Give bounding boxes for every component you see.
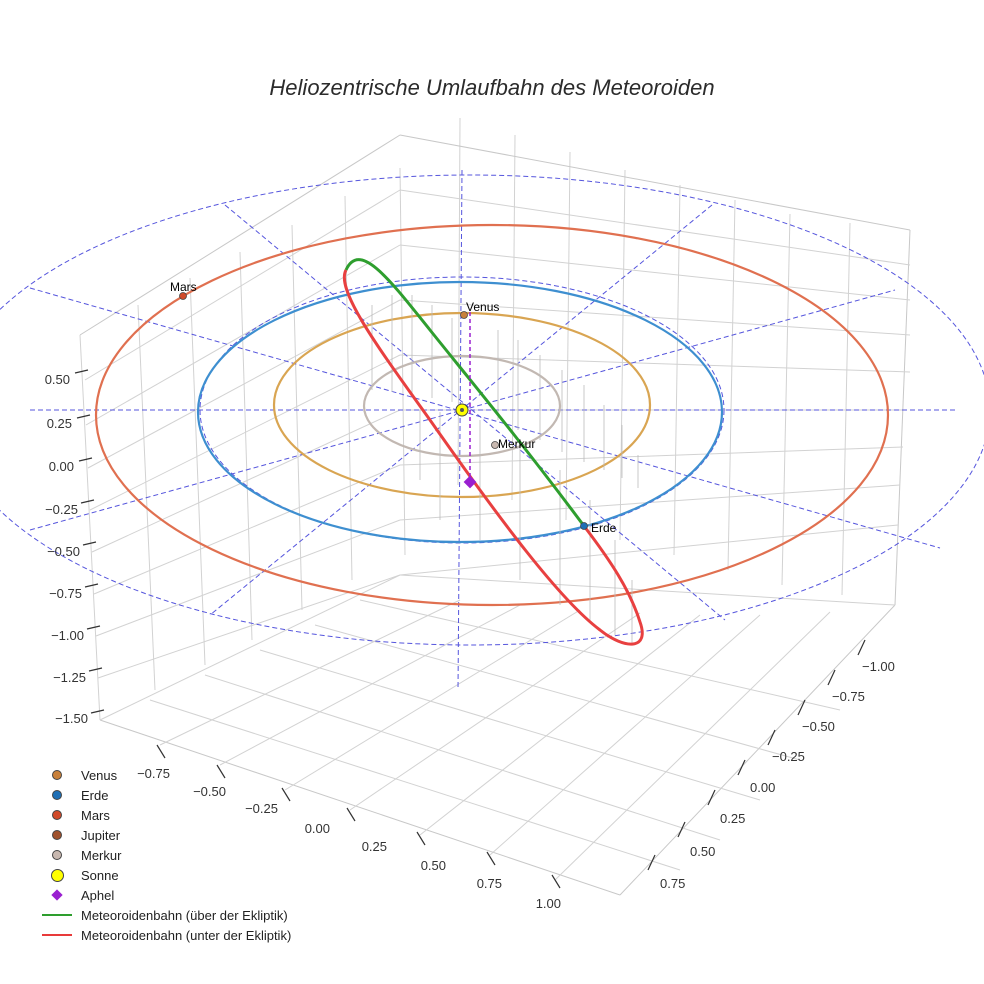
z-axis-ticks: 0.50 0.25 0.00 −0.25 −0.50 −0.75 −1.00 −… — [45, 372, 88, 726]
drop-lines — [371, 295, 639, 645]
x-tick-label: 0.75 — [477, 876, 502, 891]
legend-item-mars[interactable]: Mars — [40, 805, 291, 825]
legend-label: Meteoroidenbahn (über der Ekliptik) — [81, 907, 288, 923]
venus-marker — [460, 311, 468, 319]
x-tick-label: 0.00 — [305, 821, 330, 836]
z-tick-label: −0.50 — [47, 544, 80, 559]
legend-item-aphel[interactable]: Aphel — [40, 885, 291, 905]
axis-ticks — [74, 369, 866, 889]
ecliptic-outer-circle — [0, 174, 984, 646]
legend-label: Jupiter — [81, 827, 121, 843]
legend-item-merkur[interactable]: Merkur — [40, 845, 291, 865]
legend-item-sonne[interactable]: Sonne — [40, 865, 291, 885]
legend-label: Venus — [81, 767, 118, 783]
y-tick-label: 0.00 — [750, 780, 775, 795]
meteoroid-orbit-below — [342, 269, 644, 646]
z-tick-label: 0.50 — [45, 372, 70, 387]
x-tick-label: −0.50 — [193, 784, 226, 799]
legend-label: Meteoroidenbahn (unter der Ekliptik) — [81, 927, 292, 943]
x-tick-label: −0.25 — [245, 801, 278, 816]
planet-orbits — [94, 223, 890, 607]
sonne-center-marker — [460, 408, 464, 412]
legend: Venus Erde Mars Jupiter Merkur Sonne Aph… — [40, 765, 291, 945]
meteoroid-orbit-above — [344, 258, 586, 527]
green-line-icon — [42, 914, 72, 916]
sonne-dot-icon — [50, 868, 64, 882]
legend-item-jupiter[interactable]: Jupiter — [40, 825, 291, 845]
y-tick-label: 0.25 — [720, 811, 745, 826]
legend-item-erde[interactable]: Erde — [40, 785, 291, 805]
y-tick-label: 0.50 — [690, 844, 715, 859]
legend-label: Sonne — [81, 867, 119, 883]
x-tick-label: 0.50 — [421, 858, 446, 873]
x-tick-label: 1.00 — [536, 896, 561, 911]
y-tick-label: −0.50 — [802, 719, 835, 734]
venus-dot-icon — [52, 770, 62, 780]
z-tick-label: −1.50 — [55, 711, 88, 726]
legend-label: Mars — [81, 807, 110, 823]
chart-title: Heliozentrische Umlaufbahn des Meteoroid… — [269, 75, 714, 100]
ecliptic-grid — [0, 169, 984, 691]
orbit-merkur — [362, 354, 562, 458]
erde-marker — [580, 522, 588, 530]
merkur-dot-icon — [52, 850, 62, 860]
x-tick-label: −0.75 — [137, 766, 170, 781]
jupiter-dot-icon — [52, 830, 62, 840]
y-tick-label: −0.75 — [832, 689, 865, 704]
legend-label: Aphel — [81, 887, 115, 903]
x-axis-ticks: −0.75 −0.50 −0.25 0.00 0.25 0.50 0.75 1.… — [137, 766, 561, 911]
y-axis-ticks: −1.00 −0.75 −0.50 −0.25 0.00 0.25 0.50 0… — [660, 659, 895, 891]
z-tick-label: −1.00 — [51, 628, 84, 643]
legend-label: Erde — [81, 787, 109, 803]
mars-label: Mars — [170, 280, 197, 294]
legend-item-meteoroid-below[interactable]: Meteoroidenbahn (unter der Ekliptik) — [40, 925, 291, 945]
venus-label: Venus — [466, 300, 499, 314]
y-tick-label: −0.25 — [772, 749, 805, 764]
orbit-erde — [196, 280, 724, 544]
orbit-mars — [94, 223, 890, 607]
z-tick-label: −0.75 — [49, 586, 82, 601]
x-tick-label: 0.25 — [362, 839, 387, 854]
z-tick-label: 0.25 — [47, 416, 72, 431]
red-line-icon — [42, 934, 72, 936]
y-tick-label: 0.75 — [660, 876, 685, 891]
z-tick-label: 0.00 — [49, 459, 74, 474]
legend-label: Merkur — [81, 847, 122, 863]
erde-label: Erde — [591, 521, 617, 535]
merkur-label: Merkur — [498, 437, 535, 451]
z-tick-label: −0.25 — [45, 502, 78, 517]
mars-marker — [179, 292, 187, 300]
y-tick-label: −1.00 — [862, 659, 895, 674]
aphel-diamond-icon — [51, 889, 63, 901]
merkur-marker — [491, 441, 499, 449]
erde-dot-icon — [52, 790, 62, 800]
legend-item-venus[interactable]: Venus — [40, 765, 291, 785]
aphel-marker — [463, 475, 477, 489]
mars-dot-icon — [52, 810, 62, 820]
z-tick-label: −1.25 — [53, 670, 86, 685]
legend-item-meteoroid-above[interactable]: Meteoroidenbahn (über der Ekliptik) — [40, 905, 291, 925]
